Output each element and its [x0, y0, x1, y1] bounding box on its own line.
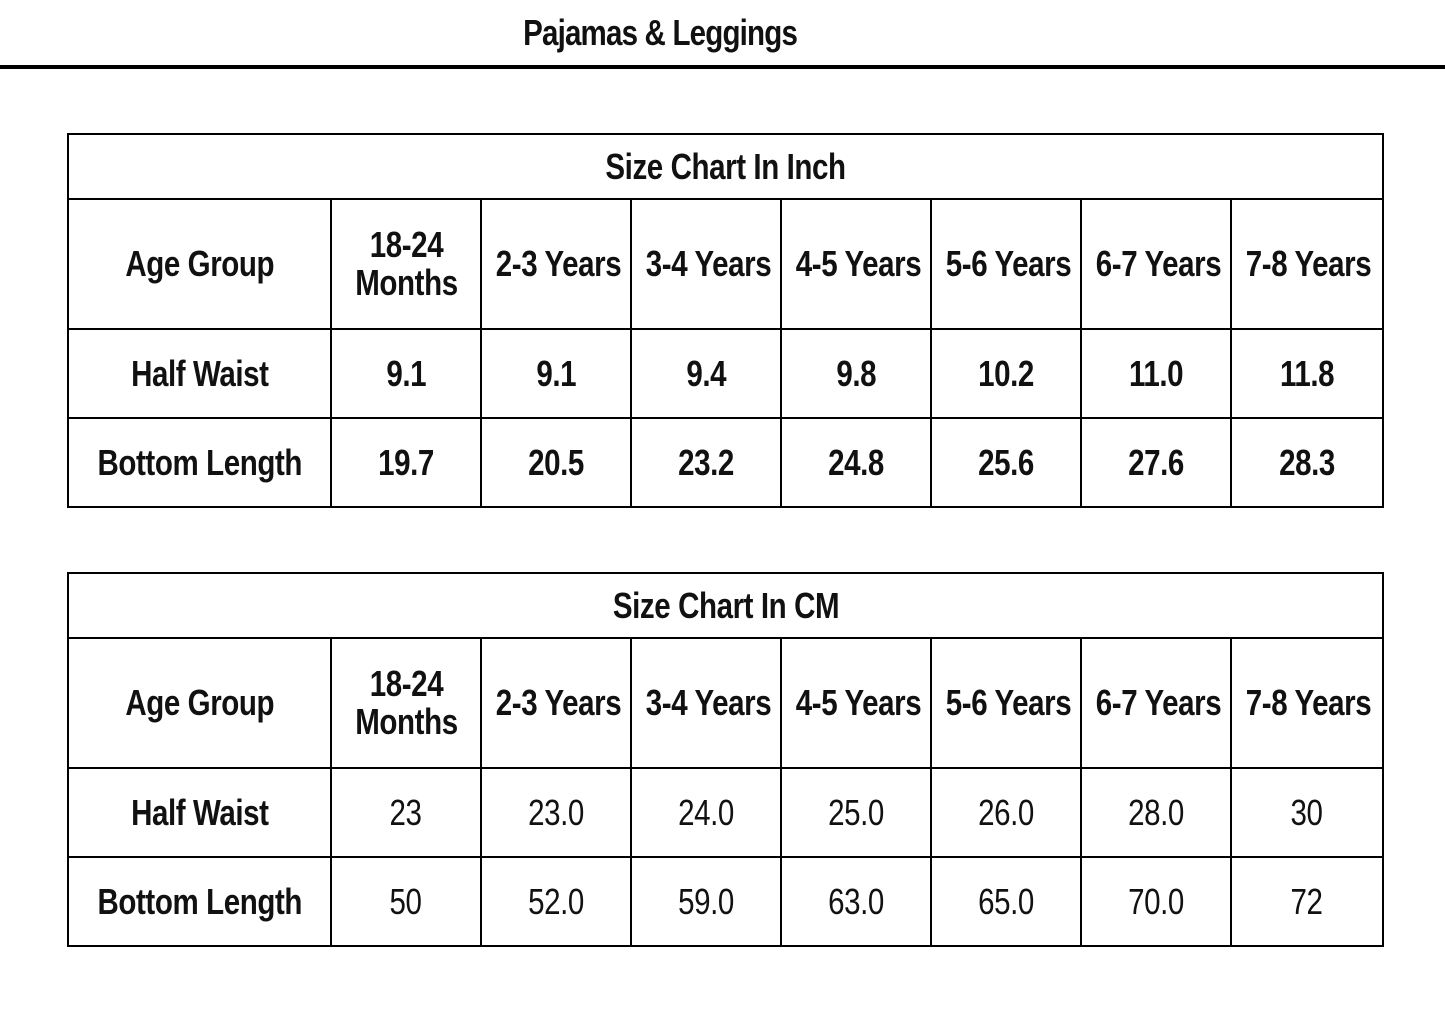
column-header-18-24-months: 18-24 Months: [330, 637, 482, 769]
header-row: Age Group 18-24 Months 2-3 Years 3-4 Year…: [67, 637, 1385, 769]
table-cell: 63.0: [780, 856, 932, 947]
table-cell: 10.2: [930, 328, 1082, 419]
row-header-age-group: Age Group: [67, 637, 332, 769]
column-header-3-4-years: 3-4 Years: [630, 637, 782, 769]
header-row: Age Group 18-24 Months 2-3 Years 3-4 Year…: [67, 198, 1385, 330]
table-cell: 24.8: [780, 417, 932, 508]
column-header-6-7-years: 6-7 Years: [1080, 637, 1232, 769]
table-cell: 25.6: [930, 417, 1082, 508]
title-divider: [0, 65, 1445, 69]
table-title: Size Chart In Inch: [66, 133, 1385, 200]
table-cell: 70.0: [1080, 856, 1232, 947]
column-header-7-8-years: 7-8 Years: [1229, 198, 1385, 330]
table-row-bottom-length: Bottom Length 19.7 20.5 23.2 24.8 25.6 2…: [67, 417, 1385, 508]
table-cell: 24.0: [630, 767, 782, 858]
column-header-4-5-years: 4-5 Years: [780, 198, 932, 330]
table-cell: 25.0: [780, 767, 932, 858]
table-cell: 26.0: [930, 767, 1082, 858]
table-cell: 59.0: [630, 856, 782, 947]
table-cell: 20.5: [480, 417, 632, 508]
table-cell: 52.0: [480, 856, 632, 947]
table-cell: 11.0: [1080, 328, 1232, 419]
table-row-half-waist: Half Waist 9.1 9.1 9.4 9.8 10.2 11.0 11.…: [67, 328, 1385, 419]
row-label: Bottom Length: [67, 417, 332, 508]
size-chart-cm-table: Size Chart In CM Age Group 18-24 Months 2…: [66, 572, 1385, 947]
table-row-bottom-length: Bottom Length 50 52.0 59.0 63.0 65.0 70.…: [67, 856, 1385, 947]
row-header-age-group: Age Group: [67, 198, 332, 330]
page-title: Pajamas & Leggings: [523, 12, 798, 53]
table-cell: 23.0: [480, 767, 632, 858]
table-cell: 72: [1229, 856, 1385, 947]
table-cell: 23.2: [630, 417, 782, 508]
table-cell: 9.1: [480, 328, 632, 419]
column-header-4-5-years: 4-5 Years: [780, 637, 932, 769]
table-cell: 11.8: [1229, 328, 1385, 419]
size-chart-inch-table: Size Chart In Inch Age Group 18-24 Months…: [66, 133, 1385, 508]
table-row-half-waist: Half Waist 23 23.0 24.0 25.0 26.0 28.0 3…: [67, 767, 1385, 858]
column-header-2-3-years: 2-3 Years: [480, 198, 632, 330]
table-cell: 23: [330, 767, 482, 858]
table-title: Size Chart In CM: [66, 572, 1385, 639]
row-label: Half Waist: [67, 767, 332, 858]
column-header-7-8-years: 7-8 Years: [1229, 637, 1385, 769]
column-header-5-6-years: 5-6 Years: [930, 637, 1082, 769]
column-header-6-7-years: 6-7 Years: [1080, 198, 1232, 330]
table-cell: 28.0: [1080, 767, 1232, 858]
table-cell: 28.3: [1229, 417, 1385, 508]
table-cell: 9.8: [780, 328, 932, 419]
table-cell: 65.0: [930, 856, 1082, 947]
table-cell: 9.4: [630, 328, 782, 419]
column-header-18-24-months: 18-24 Months: [330, 198, 482, 330]
table-cell: 19.7: [330, 417, 482, 508]
row-label: Half Waist: [67, 328, 332, 419]
row-label: Bottom Length: [67, 856, 332, 947]
table-cell: 30: [1229, 767, 1385, 858]
column-header-3-4-years: 3-4 Years: [630, 198, 782, 330]
table-cell: 9.1: [330, 328, 482, 419]
table-cell: 27.6: [1080, 417, 1232, 508]
table-cell: 50: [330, 856, 482, 947]
table-title-row: Size Chart In CM: [66, 572, 1385, 639]
column-header-2-3-years: 2-3 Years: [480, 637, 632, 769]
table-title-row: Size Chart In Inch: [66, 133, 1385, 200]
column-header-5-6-years: 5-6 Years: [930, 198, 1082, 330]
